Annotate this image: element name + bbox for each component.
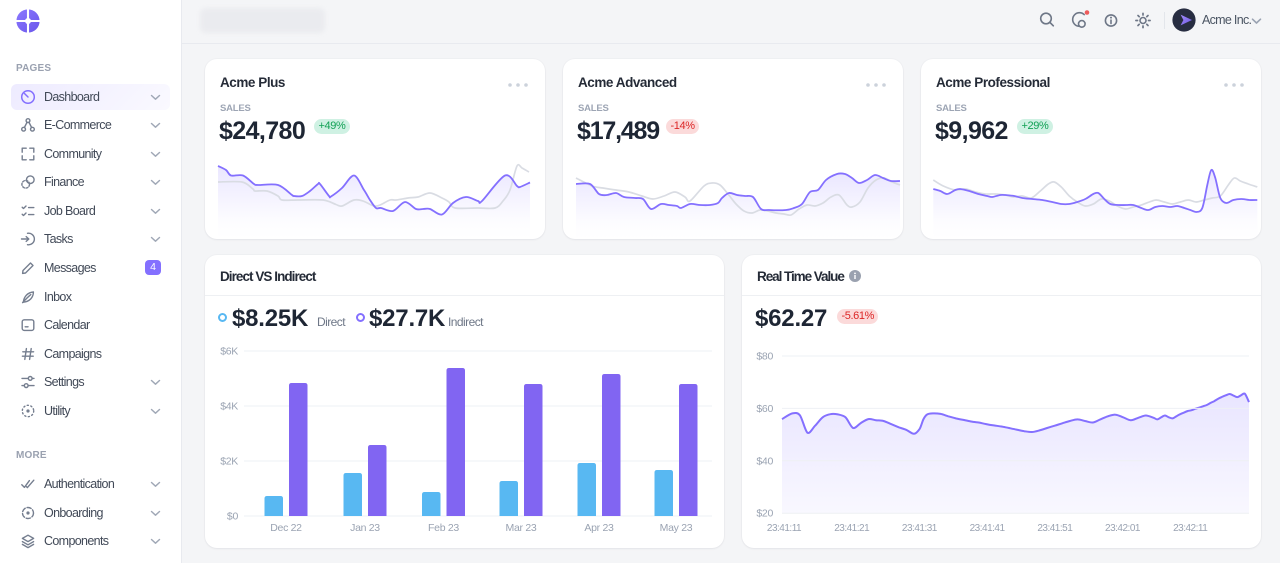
svg-text:$20: $20 bbox=[756, 508, 773, 520]
svg-text:$4K: $4K bbox=[220, 401, 238, 413]
svg-text:$6K: $6K bbox=[220, 346, 238, 358]
svg-text:$60: $60 bbox=[756, 403, 773, 415]
svg-text:$2K: $2K bbox=[220, 456, 238, 468]
svg-text:Feb 23: Feb 23 bbox=[428, 522, 459, 534]
svg-text:23:42:01: 23:42:01 bbox=[1105, 523, 1141, 534]
svg-text:23:41:51: 23:41:51 bbox=[1037, 523, 1073, 534]
svg-text:23:41:21: 23:41:21 bbox=[834, 523, 870, 534]
svg-text:Apr 23: Apr 23 bbox=[584, 522, 614, 534]
svg-text:May 23: May 23 bbox=[660, 522, 693, 534]
svg-text:$0: $0 bbox=[227, 511, 239, 523]
svg-text:$40: $40 bbox=[756, 455, 773, 467]
svg-text:Mar 23: Mar 23 bbox=[506, 522, 537, 534]
svg-text:23:42:11: 23:42:11 bbox=[1173, 523, 1208, 534]
svg-text:$80: $80 bbox=[756, 351, 773, 363]
svg-text:23:41:11: 23:41:11 bbox=[767, 523, 802, 534]
svg-text:23:41:31: 23:41:31 bbox=[902, 523, 938, 534]
svg-text:Dec 22: Dec 22 bbox=[270, 522, 302, 534]
svg-text:Jan 23: Jan 23 bbox=[350, 522, 380, 534]
svg-text:23:41:41: 23:41:41 bbox=[970, 523, 1006, 534]
